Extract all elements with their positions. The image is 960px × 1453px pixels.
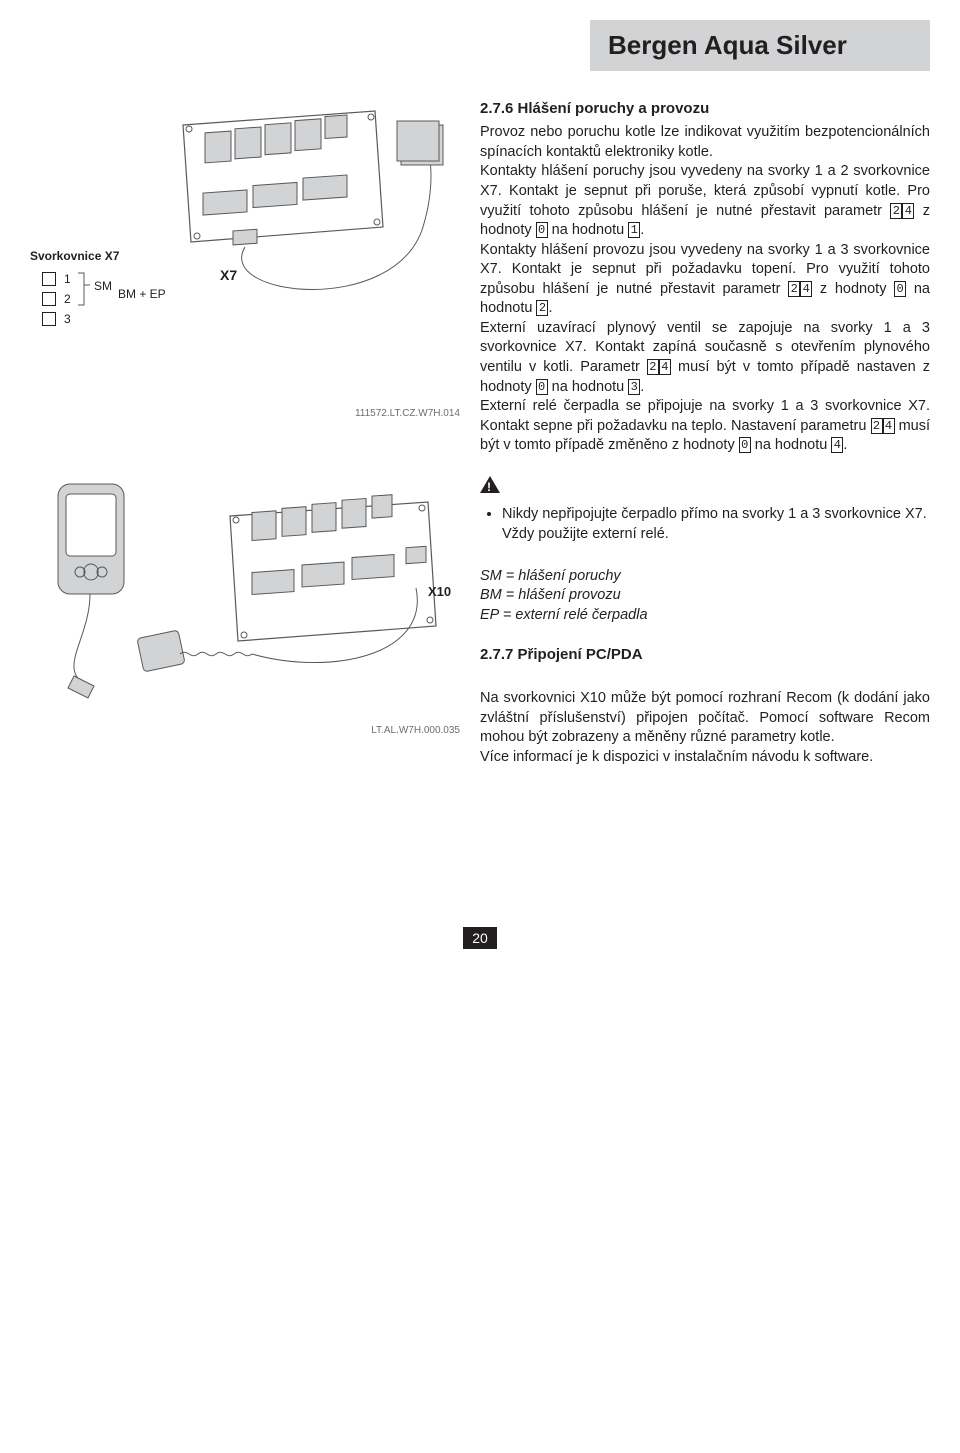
text: na hodnotu [755,437,832,453]
legend-sm: SM = hlášení poruchy [480,567,930,587]
param-digit: 4 [883,418,895,434]
text: Externí relé čerpadla se připojuje na sv… [480,398,930,434]
x10-label: X10 [428,584,451,599]
section-276-body: Provoz nebo poruchu kotle lze indikovat … [480,123,930,456]
sm-text: SM [94,279,112,293]
param-digit: 2 [871,418,883,434]
param-digit: 0 [894,281,906,297]
param-digit: 1 [628,222,640,238]
text: . [548,300,552,316]
param-digit: 4 [831,437,843,453]
page-title: Bergen Aqua Silver [608,30,912,61]
warning-text: Nikdy nepřipojujte čerpadlo přímo na svo… [502,505,930,544]
text: . [640,222,644,238]
text: Kontakty hlášení poruchy jsou vyvedeny n… [480,163,930,218]
param-digit: 0 [536,379,548,395]
terminal-num: 1 [64,272,71,286]
text: na hodnotu [552,379,629,395]
text: . [843,437,847,453]
svorkovnice-label: Svorkovnice X7 [30,249,119,263]
legend-ep: EP = externí relé čerpadla [480,606,930,626]
terminal-block: 1 2 3 [42,269,71,329]
terminal-num: 2 [64,292,71,306]
figure2: X10 LT.AL.W7H.000.035 [30,476,460,736]
header-bar: Bergen Aqua Silver [590,20,930,71]
figure1-column: Svorkovnice X7 1 2 3 SM BM + EP X7 11157… [30,99,460,456]
param-digit: 0 [739,437,751,453]
legend: SM = hlášení poruchy BM = hlášení provoz… [480,567,930,626]
text: Provoz nebo poruchu kotle lze indikovat … [480,124,930,160]
figure1: Svorkovnice X7 1 2 3 SM BM + EP X7 11157… [30,99,460,419]
param-digit: 4 [659,359,671,375]
text: z hodnoty [820,281,894,297]
param-digit: 0 [536,222,548,238]
param-digit: 2 [788,281,800,297]
param-digit: 4 [902,203,914,219]
terminal-box [42,292,56,306]
page-number: 20 [463,927,497,949]
pcb-pda-illustration [30,476,460,716]
param-digit: 2 [536,300,548,316]
warning-icon [480,476,500,493]
bmep-label: BM + EP [118,287,166,301]
param-digit: 2 [647,359,659,375]
figure2-code: LT.AL.W7H.000.035 [371,725,460,736]
section-277-heading: 2.7.7 Připojení PC/PDA [480,645,930,665]
terminal-box [42,312,56,326]
terminal-num: 3 [64,312,71,326]
sm-label: SM [80,271,98,285]
warning-box: Nikdy nepřipojujte čerpadlo přímo na svo… [480,476,930,545]
text: . [640,379,644,395]
section-276: 2.7.6 Hlášení poruchy a provozu Provoz n… [480,99,930,456]
figure1-code: 111572.LT.CZ.W7H.014 [355,408,460,419]
right-column-2: Nikdy nepřipojujte čerpadlo přímo na svo… [480,476,930,767]
section-276-heading: 2.7.6 Hlášení poruchy a provozu [480,99,930,119]
param-digit: 2 [890,203,902,219]
terminal-box [42,272,56,286]
param-digit: 3 [628,379,640,395]
text: na hodnotu [552,222,629,238]
pcb-board-illustration [175,107,455,327]
param-digit: 4 [800,281,812,297]
row-figure2-text: X10 LT.AL.W7H.000.035 Nikdy nepřipojujte… [30,476,930,767]
legend-bm: BM = hlášení provozu [480,586,930,606]
section-277-body: Na svorkovnici X10 může být pomocí rozhr… [480,689,930,767]
row-figure1-text: Svorkovnice X7 1 2 3 SM BM + EP X7 11157… [30,99,930,456]
